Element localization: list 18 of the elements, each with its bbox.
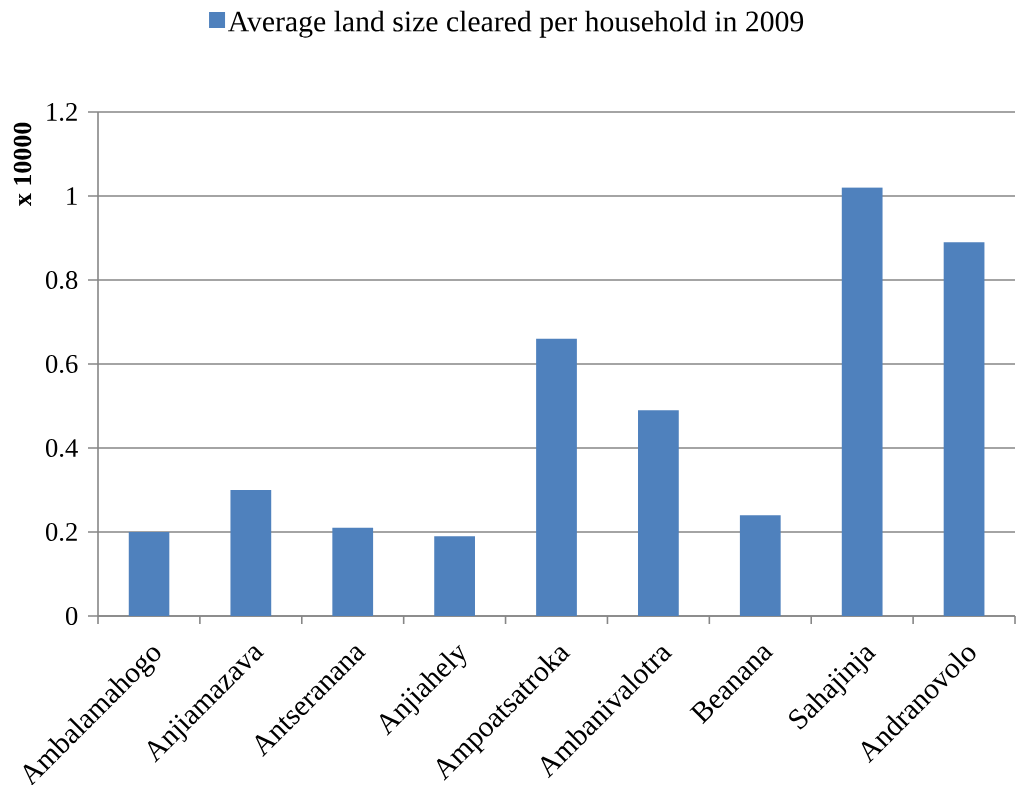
bar xyxy=(943,242,985,616)
legend-label: Average land size cleared per household in 2009 xyxy=(228,10,804,38)
y-tick-label: 1.2 xyxy=(47,102,77,122)
bar xyxy=(230,490,272,616)
y-tick-label: 0.6 xyxy=(45,354,78,374)
y-tick-label: 0.8 xyxy=(45,270,78,290)
y-tick-label: 0 xyxy=(65,607,78,625)
bar xyxy=(434,536,475,616)
y-axis-title: x 10000 xyxy=(13,122,32,207)
bar xyxy=(332,527,374,616)
bar xyxy=(841,187,883,616)
bar xyxy=(536,338,577,616)
y-tick-label: 0.4 xyxy=(45,438,78,458)
y-tick-label: 1 xyxy=(67,187,77,205)
bar xyxy=(128,532,170,616)
y-tick-label: 0.2 xyxy=(45,522,77,542)
bar xyxy=(638,410,679,616)
bar xyxy=(739,515,781,616)
